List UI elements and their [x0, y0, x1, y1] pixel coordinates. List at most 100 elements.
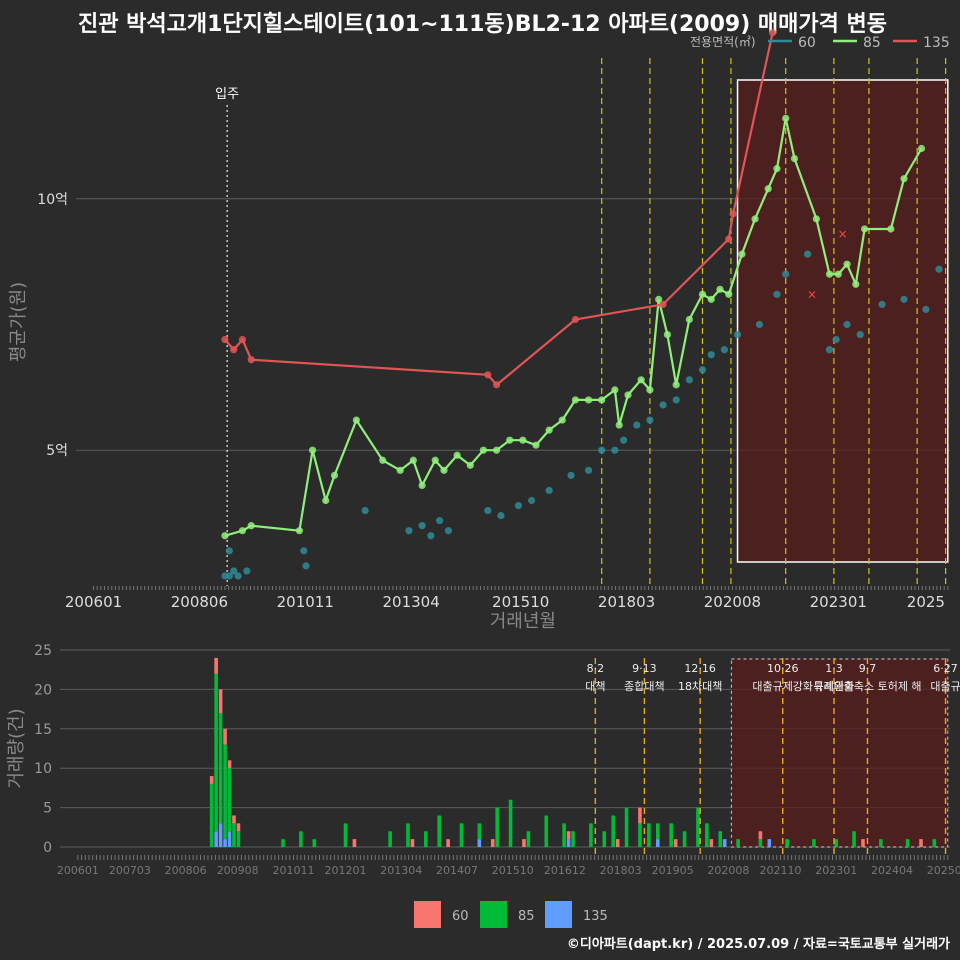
price-point-85 — [812, 215, 820, 223]
price-x-tick-label: 201803 — [598, 593, 655, 611]
price-point-60 — [773, 290, 781, 298]
price-point-60 — [234, 572, 242, 580]
price-point-85 — [409, 456, 417, 464]
price-point-85 — [440, 466, 448, 474]
volume-bar-85 — [834, 839, 839, 847]
volume-bar-85 — [544, 815, 549, 847]
legend-label-60: 60 — [798, 35, 816, 51]
volume-legend-label-85: 85 — [518, 909, 535, 924]
volume-bar-135 — [722, 839, 727, 847]
event-name-label: 대책 — [585, 680, 605, 693]
price-point-85 — [764, 185, 772, 193]
price-point-60 — [825, 346, 834, 354]
volume-y-tick-label: 0 — [43, 840, 52, 856]
volume-bar-60 — [638, 807, 642, 824]
volume-y-tick-label: 15 — [34, 722, 52, 738]
volume-bar-60 — [673, 839, 678, 847]
price-point-60 — [584, 466, 593, 474]
volume-y-tick-label: 10 — [34, 761, 52, 777]
price-point-85 — [900, 175, 908, 183]
price-point-85 — [466, 461, 474, 469]
volume-bar-85 — [669, 823, 673, 847]
price-point-85 — [917, 144, 926, 153]
volume-bar-60 — [861, 839, 865, 847]
price-point-85 — [431, 456, 439, 464]
volume-bar-60 — [223, 728, 227, 745]
price-point-60 — [300, 547, 308, 555]
price-point-85 — [843, 260, 851, 268]
volume-bar-60 — [522, 839, 526, 847]
volume-bar-85 — [624, 807, 629, 847]
volume-bar-60 — [490, 839, 495, 847]
price-point-85 — [584, 396, 593, 404]
volume-bar-85 — [571, 831, 575, 847]
price-point-85 — [773, 165, 781, 173]
volume-bar-85 — [214, 673, 218, 832]
price-point-85 — [637, 376, 645, 384]
volume-bar-85 — [589, 823, 593, 847]
volume-bar-85 — [209, 783, 214, 847]
price-point-135 — [571, 315, 580, 324]
price-point-85 — [725, 290, 733, 298]
volume-bar-85 — [718, 831, 723, 847]
volume-bar-135 — [767, 839, 772, 847]
price-point-85 — [698, 290, 707, 298]
price-point-85 — [852, 280, 860, 288]
price-point-60 — [611, 446, 619, 454]
price-point-85 — [295, 527, 304, 535]
price-point-60 — [567, 471, 575, 479]
price-point-60 — [782, 270, 790, 278]
price-point-60 — [620, 436, 628, 444]
volume-bar-60 — [209, 776, 214, 784]
price-point-85 — [663, 330, 672, 339]
price-point-60 — [672, 396, 680, 404]
price-point-85 — [221, 532, 229, 540]
price-point-85 — [707, 295, 715, 303]
volume-x-tick-label: 200703 — [109, 864, 151, 877]
volume-x-tick-label: 202301 — [815, 864, 857, 877]
volume-bar-60 — [919, 839, 923, 847]
volume-x-tick-label: 201803 — [600, 864, 642, 877]
volume-x-tick-label: 202404 — [871, 864, 913, 877]
price-point-85 — [887, 225, 895, 233]
price-point-60 — [720, 346, 728, 354]
price-point-60 — [405, 527, 413, 535]
price-point-60 — [804, 250, 812, 258]
volume-x-tick-label: 200908 — [217, 864, 259, 877]
price-x-tick-label: 202008 — [704, 593, 761, 611]
volume-bar-60 — [232, 815, 236, 824]
volume-x-tick-label: 201304 — [380, 864, 422, 877]
price-point-60 — [832, 336, 840, 344]
price-point-60 — [444, 527, 452, 535]
volume-bar-85 — [281, 839, 285, 847]
price-point-60 — [659, 401, 667, 409]
price-point-60 — [225, 547, 233, 555]
volume-bar-85 — [437, 815, 441, 847]
volume-bar-85 — [647, 823, 651, 847]
volume-bar-85 — [852, 831, 856, 847]
move-in-label: 입주 — [215, 87, 239, 102]
price-point-60 — [646, 416, 654, 424]
footer-credit: ©디아파트(dapt.kr) / 2025.07.09 / 자료=국토교통부 실… — [566, 937, 950, 952]
price-point-60 — [418, 522, 426, 530]
price-point-60 — [230, 567, 238, 575]
price-x-tick-label: 2025 — [907, 593, 945, 611]
volume-bar-60 — [352, 839, 357, 847]
price-point-85 — [492, 446, 501, 454]
price-point-60 — [484, 506, 492, 515]
price-point-60 — [598, 446, 606, 454]
price-point-135 — [659, 300, 667, 308]
price-point-85 — [598, 396, 606, 404]
volume-bar-85 — [602, 831, 607, 847]
volume-y-tick-label: 20 — [34, 682, 52, 698]
volume-bar-85 — [459, 823, 464, 847]
legend-label-85: 85 — [863, 35, 881, 51]
price-point-85 — [418, 481, 426, 490]
price-y-tick-label: 10억 — [37, 192, 68, 208]
volume-bar-85 — [705, 823, 709, 847]
price-point-60 — [900, 295, 908, 303]
price-point-60 — [361, 506, 369, 515]
volume-bar-85 — [236, 831, 241, 847]
volume-bar-85 — [812, 839, 816, 847]
price-x-tick-label: 202301 — [810, 593, 867, 611]
